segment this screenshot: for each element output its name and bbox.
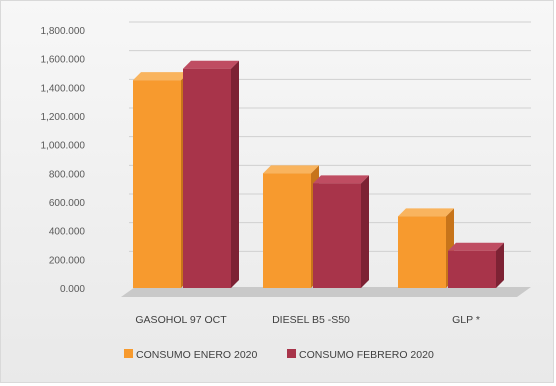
y-tick-label: 0.000 bbox=[60, 284, 85, 295]
y-tick-label: 1,200.000 bbox=[41, 112, 86, 123]
y-tick-label: 1,400.000 bbox=[41, 83, 86, 94]
bar-front bbox=[313, 183, 361, 288]
bars bbox=[133, 60, 504, 289]
bar-enero bbox=[133, 72, 189, 289]
x-category-label: GLP * bbox=[452, 314, 480, 326]
y-axis-ticks: 0.000 200.000 400.000 600.000 800.000 1,000.0… bbox=[41, 26, 86, 295]
floor-plane bbox=[121, 287, 531, 297]
bar-front bbox=[263, 173, 311, 288]
bar-front bbox=[183, 68, 231, 288]
bar-top bbox=[183, 60, 239, 69]
y-tick-label: 400.000 bbox=[49, 227, 86, 238]
bar-top bbox=[313, 175, 369, 184]
bar-front bbox=[133, 80, 181, 289]
bar-top bbox=[263, 165, 319, 174]
x-category-label: GASOHOL 97 OCT bbox=[135, 314, 227, 326]
bar-front bbox=[398, 216, 446, 288]
bar-enero bbox=[398, 208, 454, 288]
bar-side bbox=[231, 60, 239, 289]
bar-top bbox=[448, 242, 504, 251]
y-tick-label: 1,800.000 bbox=[41, 26, 86, 37]
bar-side bbox=[496, 242, 504, 288]
bar-front bbox=[448, 250, 496, 288]
y-tick-label: 1,600.000 bbox=[41, 55, 86, 66]
bar-side bbox=[361, 175, 369, 288]
legend-swatch-febrero bbox=[287, 349, 296, 358]
legend-label-enero: CONSUMO ENERO 2020 bbox=[136, 349, 258, 361]
legend-swatch-enero bbox=[124, 349, 133, 358]
x-category-label: DIESEL B5 -S50 bbox=[272, 314, 350, 326]
chart-floor bbox=[121, 287, 531, 297]
y-tick-label: 200.000 bbox=[49, 255, 86, 266]
bar-top bbox=[398, 208, 454, 217]
bar-enero bbox=[263, 165, 319, 288]
bar-febrero bbox=[448, 242, 504, 288]
y-tick-label: 600.000 bbox=[49, 198, 86, 209]
legend: CONSUMO ENERO 2020 CONSUMO FEBRERO 2020 bbox=[124, 349, 434, 361]
bar-febrero bbox=[313, 175, 369, 288]
bar-febrero bbox=[183, 60, 239, 289]
y-tick-label: 800.000 bbox=[49, 169, 86, 180]
legend-label-febrero: CONSUMO FEBRERO 2020 bbox=[299, 349, 434, 361]
x-axis-categories: GASOHOL 97 OCT DIESEL B5 -S50 GLP * bbox=[135, 314, 480, 326]
bar-top bbox=[133, 72, 189, 81]
y-tick-label: 1,000.000 bbox=[41, 141, 86, 152]
